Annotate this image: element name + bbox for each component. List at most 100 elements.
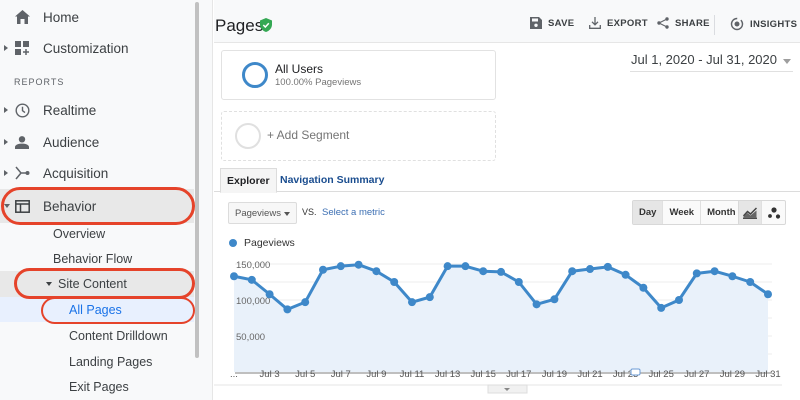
chart-legend: Pageviews xyxy=(229,237,295,249)
all-pages-highlight xyxy=(0,297,194,322)
month-button[interactable]: Month xyxy=(707,207,736,218)
sidebar-item-overview[interactable]: Overview xyxy=(53,227,106,241)
data-point[interactable] xyxy=(408,298,416,307)
data-point[interactable] xyxy=(283,305,292,314)
expand-caret-icon xyxy=(4,107,8,113)
dropdown-arrow-icon xyxy=(783,59,791,64)
data-point[interactable] xyxy=(247,275,256,284)
data-point[interactable] xyxy=(425,293,434,302)
reports-section-label: REPORTS xyxy=(14,77,65,87)
x-axis-label: Jul 15 xyxy=(471,369,496,380)
export-icon xyxy=(589,17,601,29)
data-point[interactable] xyxy=(443,262,452,271)
data-point[interactable] xyxy=(390,278,399,286)
data-point[interactable] xyxy=(550,295,559,304)
data-point[interactable] xyxy=(461,262,470,271)
x-axis-label: Jul 5 xyxy=(295,369,315,380)
data-point[interactable] xyxy=(230,272,238,281)
report-header: Pages SAVE EXPORT SHARE INSIGHTS xyxy=(214,0,800,43)
share-icon xyxy=(657,17,669,29)
data-point[interactable] xyxy=(764,290,772,299)
data-point[interactable] xyxy=(603,262,612,271)
page-title: Pages xyxy=(215,16,264,35)
data-point[interactable] xyxy=(336,262,345,271)
x-axis-label: Jul 21 xyxy=(577,369,602,380)
share-button[interactable]: SHARE xyxy=(657,17,710,29)
site-content-annotation-ring xyxy=(14,268,195,299)
sidebar-item-all-pages[interactable]: All Pages xyxy=(69,303,122,317)
data-point[interactable] xyxy=(319,265,327,274)
scatter-chart-button[interactable] xyxy=(762,201,785,224)
y-axis-label: 100,000 xyxy=(236,296,270,307)
sidebar-item-landing-pages[interactable]: Landing Pages xyxy=(69,355,153,369)
empty-segment-circle xyxy=(235,123,261,149)
data-point[interactable] xyxy=(657,303,666,312)
x-axis-label: Jul 27 xyxy=(684,369,709,380)
line-chart-icon xyxy=(743,206,757,219)
data-point[interactable] xyxy=(746,278,755,286)
x-axis-label: Jul 7 xyxy=(331,369,351,380)
data-point[interactable] xyxy=(265,290,274,299)
save-icon xyxy=(530,17,542,29)
x-axis-label: Jul 11 xyxy=(400,369,425,380)
data-point[interactable] xyxy=(639,283,648,292)
series-color-dot xyxy=(229,239,237,247)
sidebar-item-home[interactable]: Home xyxy=(0,2,194,32)
sidebar-item-audience[interactable]: Audience xyxy=(0,127,194,157)
sidebar-item-acquisition[interactable]: Acquisition xyxy=(0,158,194,188)
x-axis-label: Jul 9 xyxy=(366,369,386,380)
home-icon xyxy=(14,9,30,25)
data-point[interactable] xyxy=(675,296,683,304)
chart-type-toggle xyxy=(738,200,786,225)
tab-navigation-summary[interactable]: Navigation Summary xyxy=(280,174,385,186)
sidebar-item-site-content[interactable]: Site Content xyxy=(46,272,127,296)
dropdown-arrow-icon xyxy=(284,212,290,216)
save-button[interactable]: SAVE xyxy=(530,17,574,29)
granularity-toggle: Day Week Month xyxy=(632,200,743,225)
data-point[interactable] xyxy=(514,278,523,286)
behavior-annotation-ring xyxy=(1,187,195,225)
data-point[interactable] xyxy=(728,272,737,281)
sidebar-scrollbar[interactable] xyxy=(195,2,199,358)
day-button[interactable]: Day xyxy=(633,201,664,224)
data-point[interactable] xyxy=(372,267,381,276)
expand-caret-icon xyxy=(4,139,8,145)
data-point[interactable] xyxy=(621,270,630,279)
data-point[interactable] xyxy=(497,267,505,276)
all-pages-annotation-ring xyxy=(41,297,195,324)
data-point[interactable] xyxy=(710,267,719,276)
sidebar-item-exit-pages[interactable]: Exit Pages xyxy=(69,380,129,394)
data-point[interactable] xyxy=(301,298,310,307)
week-button[interactable]: Week xyxy=(663,201,702,224)
x-axis-label: Jul 23 xyxy=(613,369,638,380)
data-point[interactable] xyxy=(692,269,701,278)
select-metric-link[interactable]: Select a metric xyxy=(322,207,385,218)
sidebar-item-customization[interactable]: Customization xyxy=(0,33,194,63)
vs-label: VS. xyxy=(302,207,317,217)
tab-explorer[interactable]: Explorer xyxy=(220,168,277,193)
x-axis-label: Jul 29 xyxy=(720,369,745,380)
pageviews-line-chart[interactable]: 150,000 100,000 50,000... Jul 3 Jul 5 Jul 7 Ju… xyxy=(214,250,800,400)
x-axis-label: Jul 17 xyxy=(506,369,531,380)
data-point[interactable] xyxy=(354,260,363,269)
add-segment-button[interactable]: + Add Segment xyxy=(221,111,496,161)
data-point[interactable] xyxy=(568,267,577,276)
insights-button[interactable]: INSIGHTS xyxy=(730,17,797,31)
annotation-marker-icon[interactable] xyxy=(630,368,641,376)
data-point[interactable] xyxy=(532,300,541,309)
data-point[interactable] xyxy=(479,267,488,276)
date-range-picker[interactable]: Jul 1, 2020 - Jul 31, 2020 xyxy=(630,52,793,72)
export-button[interactable]: EXPORT xyxy=(589,17,648,29)
sidebar-item-behavior-flow[interactable]: Behavior Flow xyxy=(53,252,133,266)
x-axis-label: Jul 25 xyxy=(649,369,674,380)
sidebar-item-realtime[interactable]: Realtime xyxy=(0,95,194,125)
expand-caret-icon xyxy=(4,170,8,176)
line-chart-button[interactable] xyxy=(739,201,762,224)
metric-dropdown[interactable]: Pageviews xyxy=(228,202,297,224)
segment-all-users[interactable]: All Users 100.00% Pageviews xyxy=(221,50,496,100)
main-content: Pages SAVE EXPORT SHARE INSIGHTS xyxy=(214,0,800,400)
data-point[interactable] xyxy=(586,265,594,274)
sidebar-item-content-drilldown[interactable]: Content Drilldown xyxy=(69,329,168,343)
sidebar-item-behavior[interactable]: Behavior xyxy=(0,191,194,221)
